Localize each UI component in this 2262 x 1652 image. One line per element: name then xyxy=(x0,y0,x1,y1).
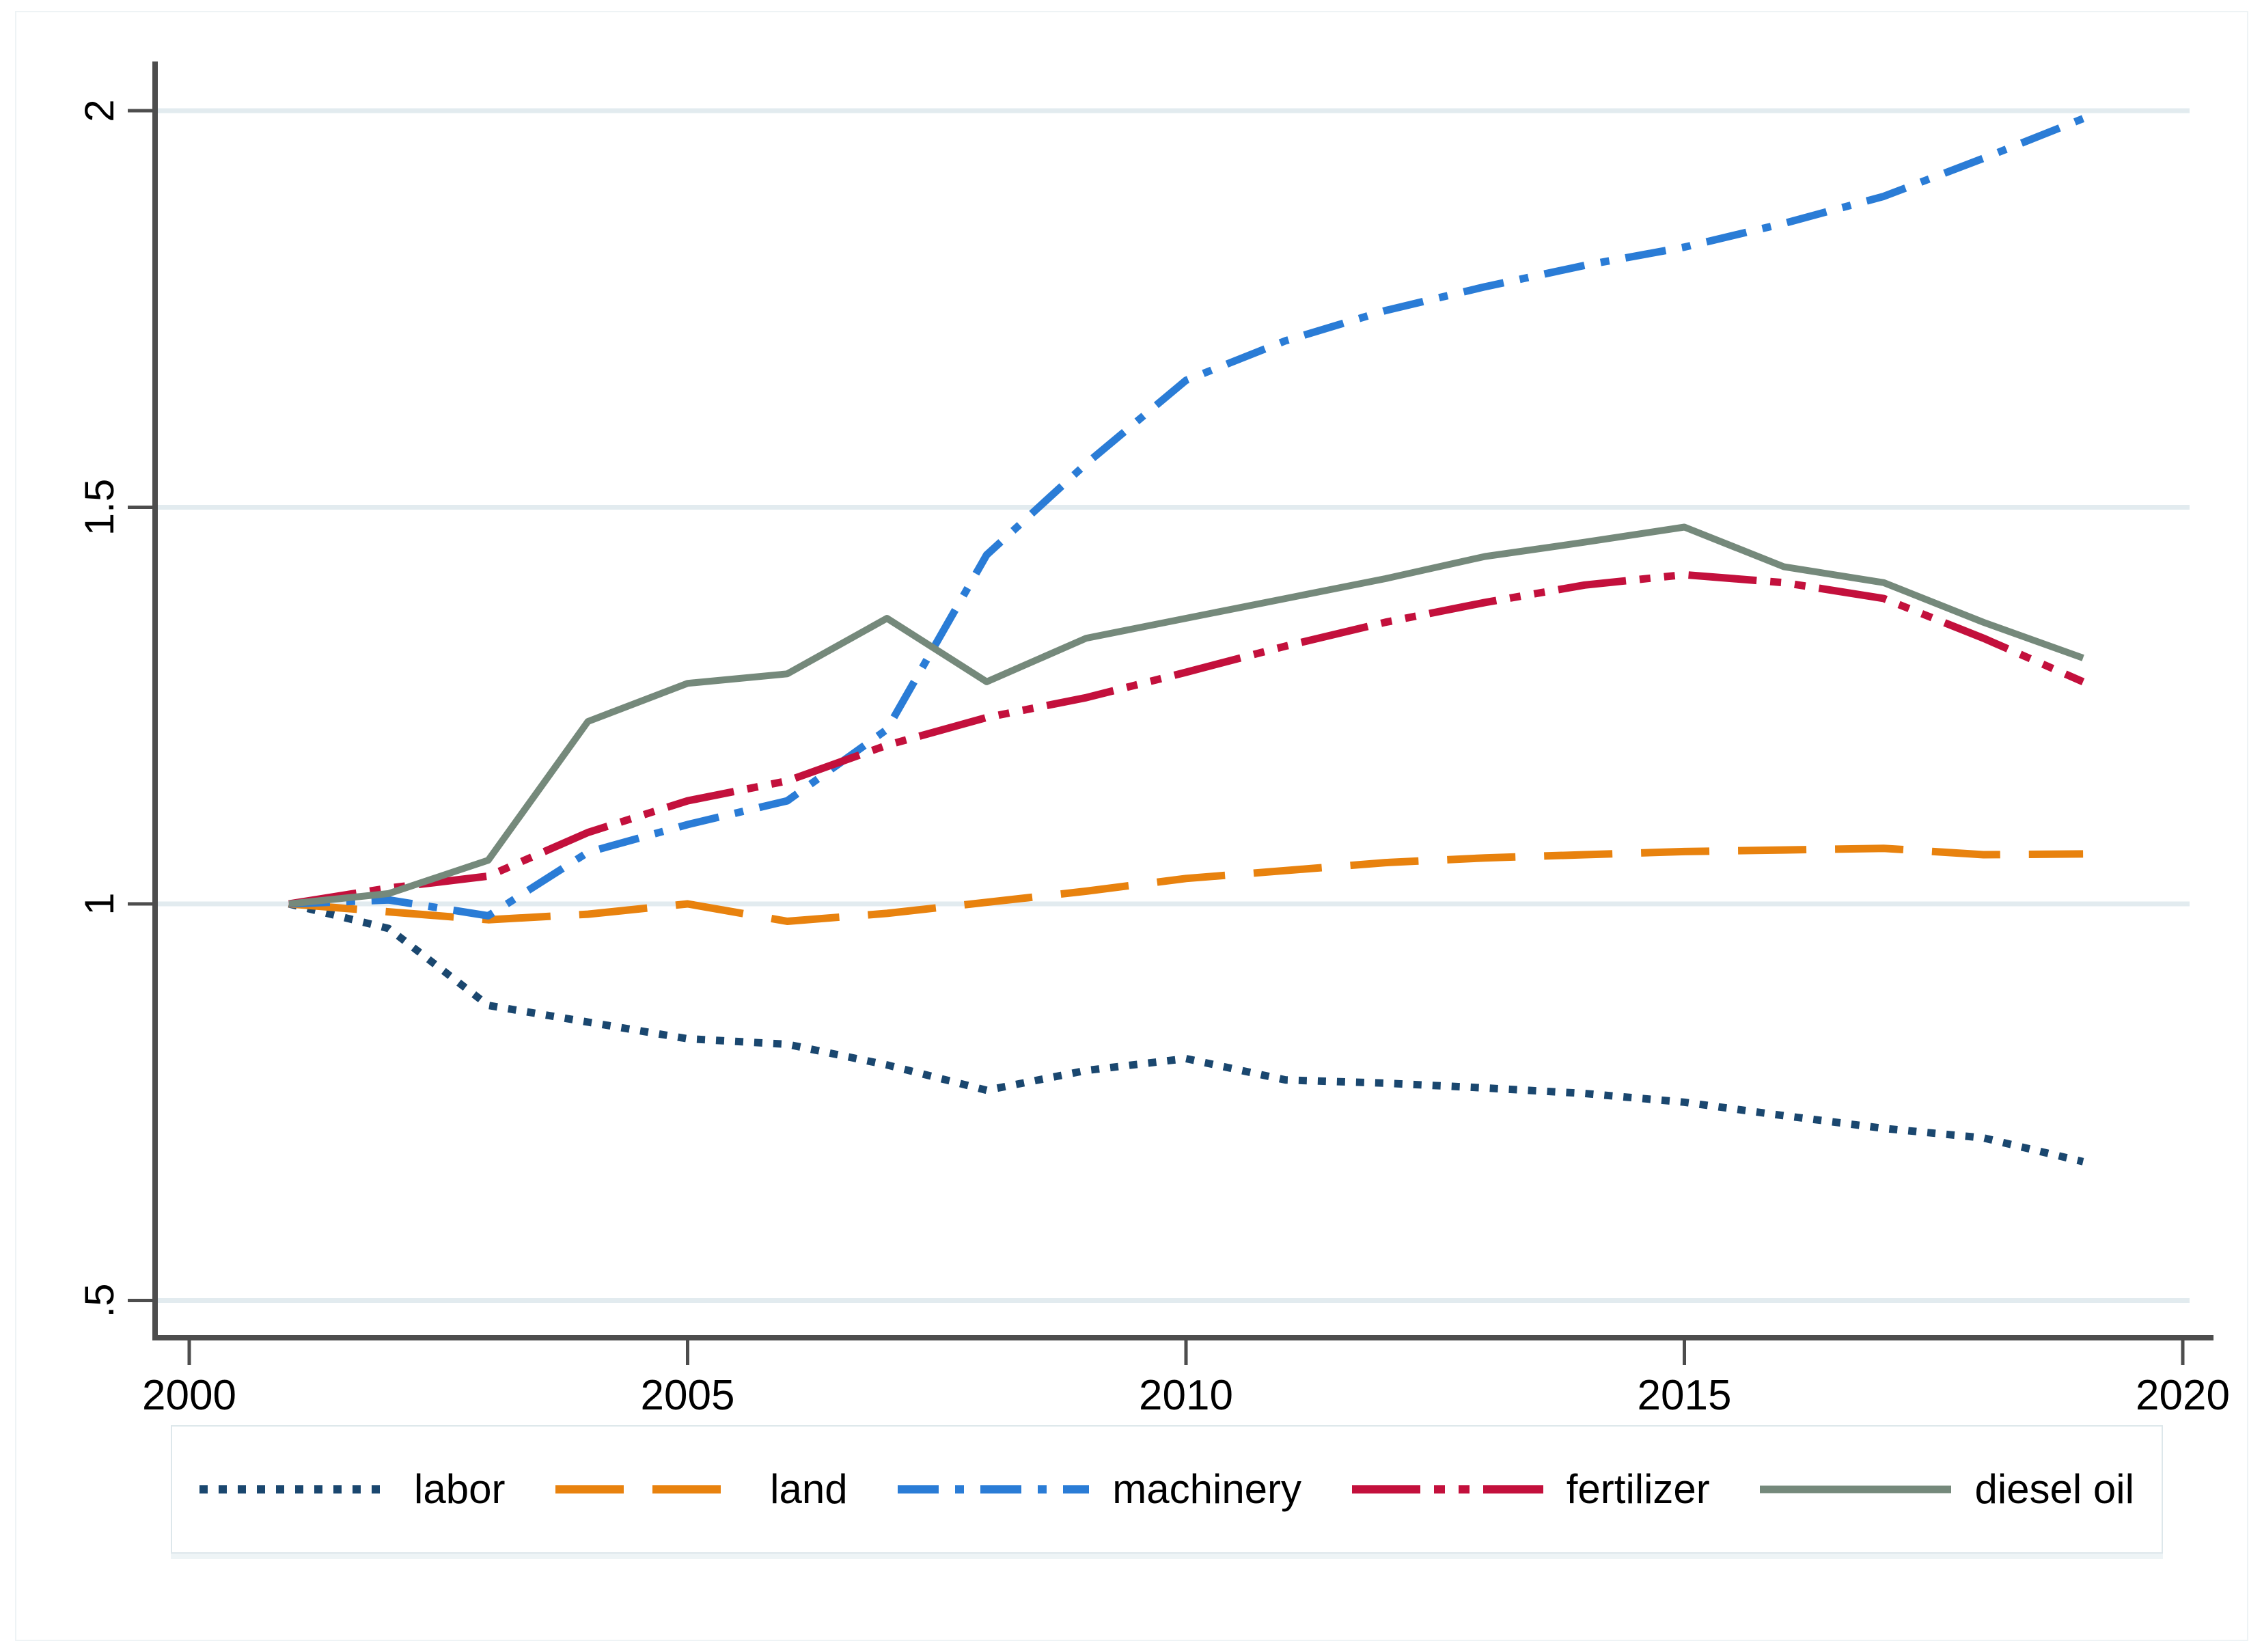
axes xyxy=(128,61,2213,1365)
legend-sample-diesel-oil-line xyxy=(1760,1485,1952,1493)
series-line-machinery xyxy=(288,115,2085,920)
legend-label-fertilizer: fertilizer xyxy=(1566,1466,1710,1512)
legend-item-fertilizer: fertilizer xyxy=(1351,1466,1710,1512)
legend-sample-land-line xyxy=(555,1485,747,1493)
legend-sample-machinery-line xyxy=(898,1485,1090,1493)
legend-item-diesel-oil: diesel oil xyxy=(1760,1469,2134,1510)
axis-tick-labels: .5 1 1.5 2 2000 2005 2010 2015 2020 xyxy=(77,99,2230,1419)
x-tick-label-2015: 2015 xyxy=(1638,1372,1732,1419)
legend-item-labor: labor xyxy=(199,1469,505,1510)
x-tick-label-2000: 2000 xyxy=(142,1372,236,1419)
legend-sample-labor-line xyxy=(199,1485,391,1493)
y-tick-label-1: 1 xyxy=(77,892,122,915)
gridlines xyxy=(155,108,2190,1303)
y-tick-label-.5: .5 xyxy=(77,1283,122,1317)
series-lines xyxy=(288,115,2085,1166)
y-tick-label-2: 2 xyxy=(77,99,122,122)
legend-label-land: land xyxy=(770,1466,848,1512)
series-line-diesel-oil xyxy=(288,523,2084,907)
legend: labor land machinery fertilizer diesel o… xyxy=(171,1425,2163,1554)
x-tick-label-2020: 2020 xyxy=(2136,1372,2230,1419)
legend-label-labor: labor xyxy=(414,1466,506,1512)
series-line-fertilizer xyxy=(288,570,2085,908)
legend-item-land: land xyxy=(555,1466,848,1512)
y-tick-label-1.5: 1.5 xyxy=(77,479,122,536)
series-line-land xyxy=(288,844,2084,925)
x-tick-label-2010: 2010 xyxy=(1139,1372,1233,1419)
legend-sample-fertilizer-line xyxy=(1351,1485,1543,1493)
legend-item-machinery: machinery xyxy=(898,1469,1301,1510)
legend-label-machinery: machinery xyxy=(1112,1466,1302,1512)
x-tick-label-2005: 2005 xyxy=(641,1372,735,1419)
legend-label-diesel-oil: diesel oil xyxy=(1974,1466,2134,1512)
series-line-labor xyxy=(288,900,2084,1166)
